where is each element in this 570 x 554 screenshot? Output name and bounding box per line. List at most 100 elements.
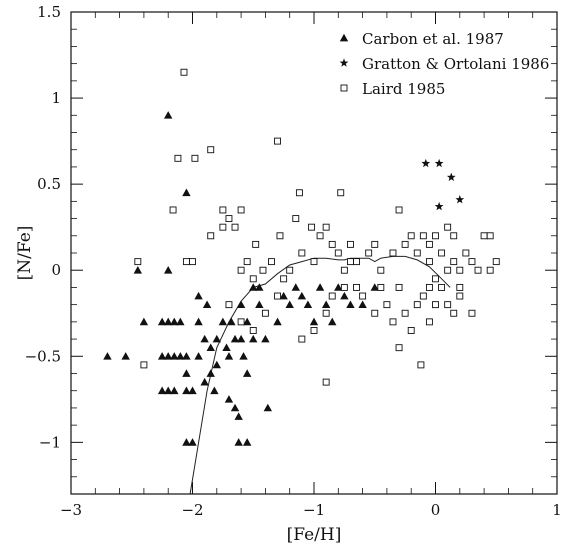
data-point-filled-triangle (273, 317, 282, 326)
data-point-filled-triangle (303, 300, 313, 309)
data-point-open-square (337, 189, 345, 197)
data-point-open-square (280, 275, 288, 283)
data-point-filled-triangle (206, 369, 215, 377)
data-point-open-square (450, 258, 458, 266)
data-point-filled-triangle (358, 300, 367, 309)
data-point-open-square (371, 240, 379, 248)
data-point-filled-triangle (182, 369, 191, 377)
data-point-open-square (322, 223, 330, 231)
data-point-open-square (308, 223, 316, 231)
data-point-open-square (219, 223, 227, 231)
x-tick-label-0: 0 (431, 501, 441, 519)
data-point-open-square (174, 154, 182, 162)
data-point-filled-triangle (188, 438, 197, 446)
data-point-star (421, 158, 431, 168)
data-point-filled-triangle (263, 403, 273, 412)
data-point-open-square (395, 344, 403, 352)
data-point-filled-triangle (182, 386, 191, 395)
data-point-open-square (207, 146, 215, 154)
y-tick-label-0-5: 0.5 (37, 175, 61, 193)
data-point-open-square (225, 301, 233, 309)
data-point-open-square (237, 266, 245, 274)
data-point-open-square (276, 232, 284, 240)
data-point-open-square (219, 206, 227, 214)
data-point-open-square (450, 232, 458, 240)
data-point-filled-triangle (285, 300, 294, 309)
data-point-open-square (462, 249, 470, 257)
data-point-open-square (389, 249, 397, 257)
y-tick-label-1: −1 (39, 433, 61, 451)
data-point-filled-triangle (202, 300, 212, 309)
data-point-open-square (468, 309, 476, 317)
data-point-filled-triangle (234, 438, 243, 446)
data-point-filled-triangle (206, 343, 215, 352)
x-axis-label: [Fe/H] (287, 525, 342, 545)
data-point-filled-triangle (370, 283, 379, 291)
data-point-open-square (492, 258, 500, 266)
data-point-filled-triangle (255, 300, 264, 309)
data-point-open-square (322, 378, 330, 386)
data-point-open-square (237, 318, 245, 326)
data-point-open-square (310, 327, 318, 334)
data-point-open-square (140, 361, 148, 369)
data-point-filled-triangle (164, 352, 173, 360)
data-point-open-square (438, 249, 446, 257)
y-axis-label: [N/Fe] (15, 226, 35, 281)
data-point-open-square (243, 258, 251, 266)
data-point-filled-triangle (227, 317, 236, 326)
data-point-filled-triangle (346, 300, 355, 309)
data-point-filled-triangle (297, 291, 307, 300)
data-point-open-square (401, 240, 409, 248)
data-point-open-square (340, 283, 348, 291)
legend-label-0: Carbon et al. 1987 (362, 30, 504, 48)
data-point-open-square (456, 266, 464, 274)
data-point-filled-triangle (164, 266, 173, 274)
data-point-open-square (425, 240, 433, 248)
data-point-open-square (347, 240, 354, 248)
data-point-open-square (180, 68, 188, 76)
data-point-open-square (328, 240, 336, 248)
legend-marker-open-square (340, 84, 348, 92)
data-point-filled-triangle (157, 386, 167, 395)
data-point-open-square (468, 258, 476, 266)
data-point-open-square (334, 249, 342, 257)
data-point-filled-triangle (255, 283, 264, 291)
data-point-filled-triangle (222, 343, 231, 352)
data-point-filled-triangle (200, 377, 209, 386)
tick-labels: −3 −2 −1 0 1 −1 −0.5 0 0.5 1 1.5 (25, 3, 562, 519)
data-point-filled-triangle (194, 291, 203, 300)
data-point-open-square (383, 301, 391, 309)
data-point-open-square (261, 309, 269, 317)
data-point-filled-triangle (261, 334, 270, 343)
data-point-open-square (480, 232, 488, 240)
data-point-open-square (444, 266, 452, 274)
data-point-open-square (377, 283, 385, 291)
data-point-filled-triangle (194, 352, 203, 360)
data-point-filled-triangle (309, 317, 319, 326)
data-point-filled-triangle (230, 334, 240, 343)
data-point-open-square (365, 249, 373, 257)
data-point-open-square (425, 283, 433, 291)
data-point-star (434, 201, 444, 211)
data-point-open-square (292, 215, 300, 223)
data-point-open-square (316, 232, 324, 240)
data-point-open-square (225, 215, 233, 223)
data-point-filled-triangle (249, 283, 258, 291)
x-tick-label-2: −2 (181, 501, 203, 519)
data-point-open-square (413, 301, 421, 309)
data-point-filled-triangle (200, 334, 209, 343)
data-point-filled-triangle (212, 360, 221, 369)
data-point-open-square (474, 266, 482, 274)
data-point-open-square (371, 309, 379, 317)
data-point-open-square (286, 266, 294, 274)
data-point-open-square (401, 309, 409, 317)
data-point-filled-triangle (328, 317, 337, 326)
data-point-open-square (207, 232, 215, 240)
data-point-filled-triangle (182, 438, 191, 446)
legend: Carbon et al. 1987 Gratton & Ortolani 198… (339, 30, 549, 98)
data-point-open-square (274, 137, 281, 145)
x-tick-label-3: −3 (60, 501, 82, 519)
data-point-open-square (328, 292, 336, 300)
model-curve (189, 255, 451, 495)
data-point-filled-triangle (194, 317, 203, 326)
